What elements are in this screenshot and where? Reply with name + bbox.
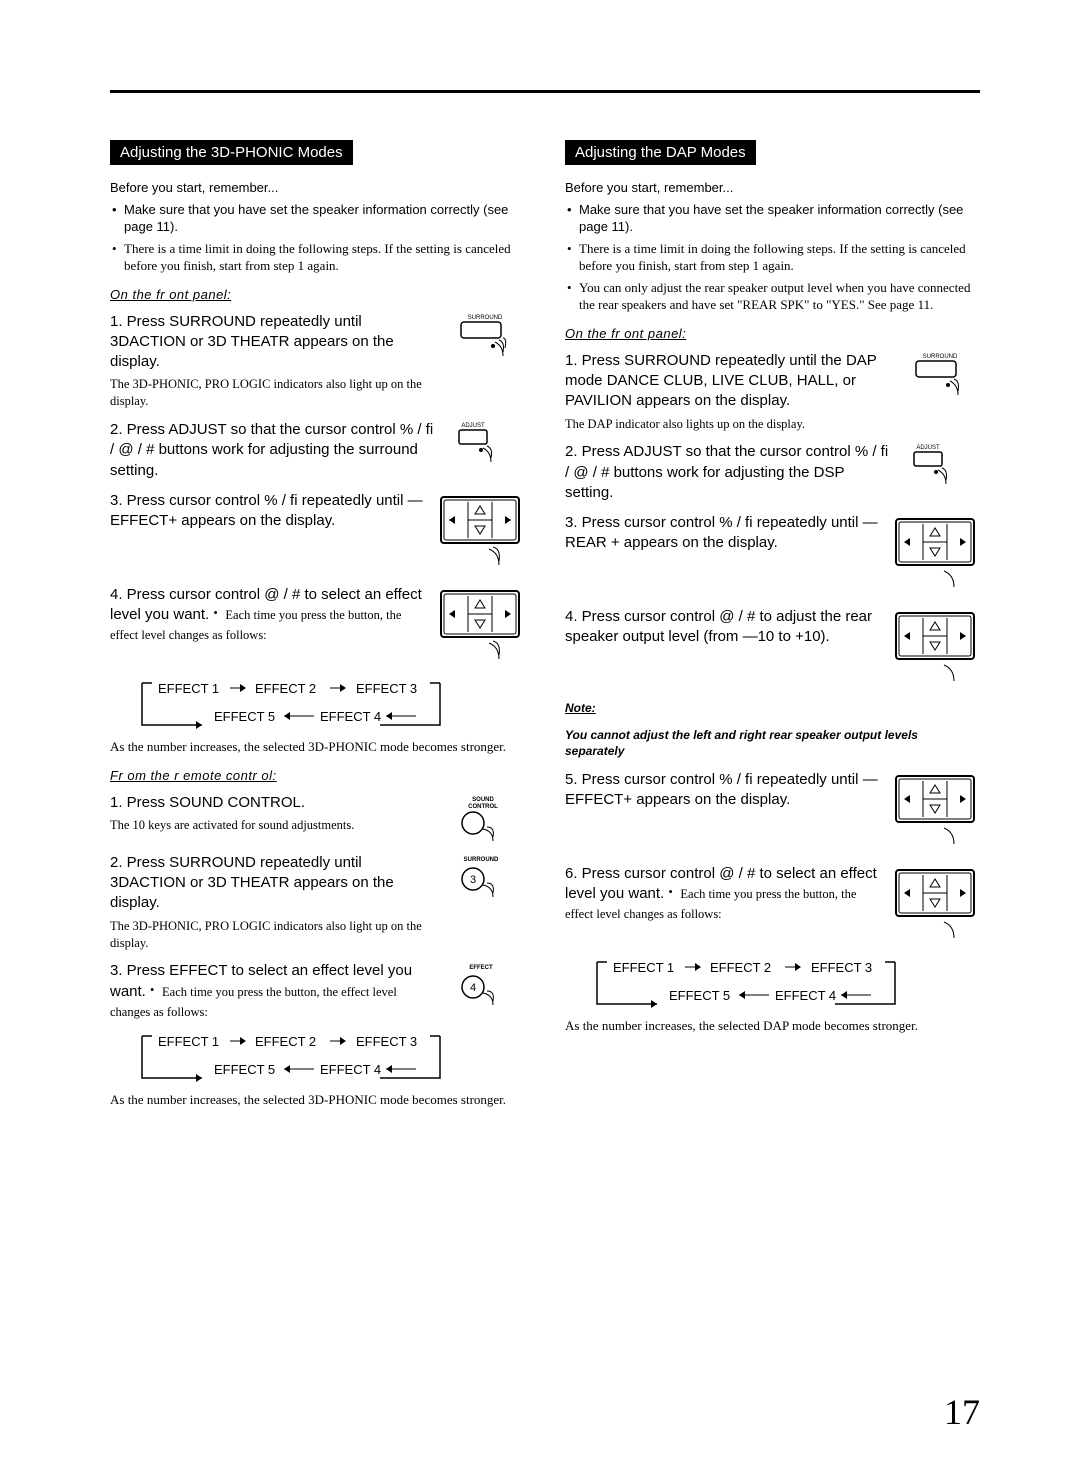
svg-text:SOUND: SOUND <box>472 797 494 803</box>
right-panel-label: On the fr ont panel: <box>565 326 980 341</box>
left-remote-step-1: 1. Press SOUND CONTROL. The 10 keys are … <box>110 793 525 843</box>
right-heading: Adjusting the DAP Modes <box>565 140 756 165</box>
svg-text:SURROUND: SURROUND <box>464 857 499 863</box>
cursor-cross-icon-r3 <box>890 770 980 854</box>
left-step-1-sub: The 3D-PHONIC, PRO LOGIC indicators also… <box>110 376 435 410</box>
right-column: Adjusting the DAP Modes Before you start… <box>565 140 980 1113</box>
sound-control-icon: SOUND CONTROL <box>445 793 525 843</box>
right-step-1: 1. Press SURROUND repeatedly until the D… <box>565 351 980 433</box>
svg-text:SURROUND: SURROUND <box>468 315 503 321</box>
cursor-cross-icon-r4 <box>890 864 980 948</box>
left-effect-note-2: As the number increases, the selected 3D… <box>110 1092 525 1109</box>
right-bullet-1: Make sure that you have set the speaker … <box>565 201 980 236</box>
adjust-buttonton-icon-r: ADJUST <box>900 442 980 503</box>
cursor-cross-icon-r1 <box>890 513 980 597</box>
right-step-5-text: 5. Press cursor control % / fi repeatedl… <box>565 771 878 808</box>
right-step-2-text: 2. Press ADJUST so that the cursor contr… <box>565 443 888 501</box>
left-step-2: 2. Press ADJUST so that the cursor contr… <box>110 420 525 481</box>
note-body: You cannot adjust the left and right rea… <box>565 727 980 759</box>
left-heading: Adjusting the 3D-PHONIC Modes <box>110 140 353 165</box>
svg-text:EFFECT: EFFECT <box>469 965 493 971</box>
cursor-cross-icon-2 <box>435 585 525 669</box>
svg-text:CONTROL: CONTROL <box>468 804 498 810</box>
note-head: Note: <box>565 701 980 715</box>
right-step-4-text: 4. Press cursor control @ / # to adjust … <box>565 608 872 645</box>
right-step-3: 3. Press cursor control % / fi repeatedl… <box>565 513 980 597</box>
svg-text:3: 3 <box>470 874 476 886</box>
effect-cycle-2: EFFECT 1 EFFECT 2 EFFECT 3 EFFECT 5 EFFE… <box>130 1028 525 1086</box>
right-step-4: 4. Press cursor control @ / # to adjust … <box>565 607 980 691</box>
effect-remote-icon: EFFECT 4 <box>445 961 525 1022</box>
svg-text:EFFECT 1: EFFECT 1 <box>158 681 219 696</box>
cursor-cross-icon <box>435 491 525 575</box>
page: Adjusting the 3D-PHONIC Modes Before you… <box>0 0 1080 1483</box>
left-remote-1-text: 1. Press SOUND CONTROL. <box>110 794 305 811</box>
svg-text:EFFECT 4: EFFECT 4 <box>320 709 381 724</box>
svg-text:EFFECT 1: EFFECT 1 <box>613 960 674 975</box>
left-remote-step-2: 2. Press SURROUND repeatedly until 3DACT… <box>110 853 525 952</box>
left-bullet-1: Make sure that you have set the speaker … <box>110 201 525 236</box>
svg-text:EFFECT 4: EFFECT 4 <box>775 988 836 1003</box>
svg-text:EFFECT 2: EFFECT 2 <box>255 1034 316 1049</box>
svg-text:ADJUST: ADJUST <box>461 423 485 429</box>
svg-text:EFFECT 1: EFFECT 1 <box>158 1034 219 1049</box>
right-step-3-text: 3. Press cursor control % / fi repeatedl… <box>565 514 878 551</box>
right-step-6: 6. Press cursor control @ / # to select … <box>565 864 980 948</box>
surround-remote-icon: SURROUND 3 <box>445 853 525 952</box>
svg-text:EFFECT 5: EFFECT 5 <box>214 1062 275 1077</box>
left-effect-note: As the number increases, the selected 3D… <box>110 739 525 756</box>
svg-text:4: 4 <box>470 982 476 994</box>
svg-text:EFFECT 2: EFFECT 2 <box>710 960 771 975</box>
svg-text:EFFECT 2: EFFECT 2 <box>255 681 316 696</box>
right-bullet-3: You can only adjust the rear speaker out… <box>565 279 980 314</box>
left-column: Adjusting the 3D-PHONIC Modes Before you… <box>110 140 525 1113</box>
right-step-1-sub: The DAP indicator also lights up on the … <box>565 416 890 433</box>
left-step-2-text: 2. Press ADJUST so that the cursor contr… <box>110 421 433 479</box>
right-before: Before you start, remember... <box>565 179 980 197</box>
left-remote-label: Fr om the r emote contr ol: <box>110 768 525 783</box>
left-step-4: 4. Press cursor control @ / # to select … <box>110 585 525 669</box>
svg-text:EFFECT 5: EFFECT 5 <box>669 988 730 1003</box>
svg-text:EFFECT 3: EFFECT 3 <box>811 960 872 975</box>
left-remote-3-sub: Each time you press the button, the effe… <box>110 985 397 1019</box>
left-step-3-text: 3. Press cursor control % / fi repeatedl… <box>110 492 423 529</box>
svg-text:EFFECT 3: EFFECT 3 <box>356 681 417 696</box>
left-remote-2-sub: The 3D-PHONIC, PRO LOGIC indicators also… <box>110 918 435 952</box>
left-step-1: 1. Press SURROUND repeatedly until 3DACT… <box>110 312 525 411</box>
top-rule <box>110 90 980 93</box>
svg-text:EFFECT 4: EFFECT 4 <box>320 1062 381 1077</box>
left-remote-1-sub: The 10 keys are activated for sound adju… <box>110 817 435 834</box>
left-bullet-2: There is a time limit in doing the follo… <box>110 240 525 275</box>
left-remote-2-text: 2. Press SURROUND repeatedly until 3DACT… <box>110 854 394 912</box>
right-effect-note: As the number increases, the selected DA… <box>565 1018 980 1035</box>
surround-button-icon-r: SURROUND <box>900 351 980 433</box>
svg-text:ADJUST: ADJUST <box>916 445 940 451</box>
left-step-3: 3. Press cursor control % / fi repeatedl… <box>110 491 525 575</box>
page-number: 17 <box>944 1391 980 1433</box>
effect-cycle-1: EFFECT 1 EFFECT 2 EFFECT 3 EFFECT 5 EFFE… <box>130 675 525 733</box>
left-before: Before you start, remember... <box>110 179 525 197</box>
surround-button-icon: SURROUND <box>445 312 525 411</box>
right-step-5: 5. Press cursor control % / fi repeatedl… <box>565 770 980 854</box>
right-step-1-text: 1. Press SURROUND repeatedly until the D… <box>565 352 877 410</box>
cursor-cross-icon-r2 <box>890 607 980 691</box>
svg-text:EFFECT 3: EFFECT 3 <box>356 1034 417 1049</box>
left-remote-step-3: 3. Press EFFECT to select an effect leve… <box>110 961 525 1022</box>
left-step-1-text: 1. Press SURROUND repeatedly until 3DACT… <box>110 313 394 371</box>
two-columns: Adjusting the 3D-PHONIC Modes Before you… <box>110 140 980 1113</box>
left-panel-label: On the fr ont panel: <box>110 287 525 302</box>
right-step-2: 2. Press ADJUST so that the cursor contr… <box>565 442 980 503</box>
right-bullet-2: There is a time limit in doing the follo… <box>565 240 980 275</box>
svg-text:EFFECT 5: EFFECT 5 <box>214 709 275 724</box>
effect-cycle-right: EFFECT 1 EFFECT 2 EFFECT 3 EFFECT 5 EFFE… <box>585 954 980 1012</box>
adjust-button-icon: ADJUST <box>445 420 525 481</box>
svg-text:SURROUND: SURROUND <box>923 354 958 360</box>
